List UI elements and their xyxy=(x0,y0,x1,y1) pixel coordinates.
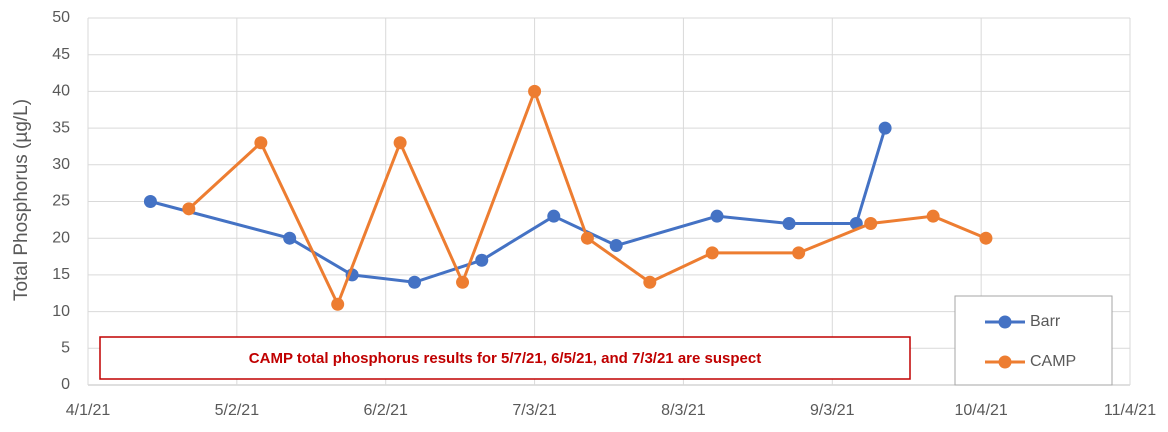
data-point xyxy=(475,253,489,267)
data-point xyxy=(331,297,345,311)
x-tick-label: 11/4/21 xyxy=(1104,402,1156,419)
legend-marker xyxy=(998,355,1012,369)
data-point xyxy=(979,231,993,245)
data-point xyxy=(710,209,724,223)
data-point xyxy=(878,121,892,135)
annotation: CAMP total phosphorus results for 5/7/21… xyxy=(249,350,761,367)
data-point xyxy=(408,275,422,289)
data-point xyxy=(864,217,878,231)
y-tick-label: 30 xyxy=(52,156,70,173)
x-tick-label: 8/3/21 xyxy=(661,402,706,419)
x-tick-label: 7/3/21 xyxy=(512,402,557,419)
x-tick-label: 5/2/21 xyxy=(215,402,260,419)
y-tick-label: 10 xyxy=(52,303,70,320)
legend-marker xyxy=(998,315,1012,329)
data-point xyxy=(456,275,470,289)
data-point xyxy=(283,231,297,245)
data-point xyxy=(792,246,806,260)
data-point xyxy=(528,84,542,98)
series-line xyxy=(150,127,887,284)
y-tick-label: 40 xyxy=(52,83,70,100)
data-point xyxy=(143,195,157,208)
data-point xyxy=(547,209,561,223)
data-point xyxy=(254,136,268,150)
legend-box xyxy=(954,295,1113,386)
data-point xyxy=(705,246,719,260)
annotation-box xyxy=(99,336,911,380)
y-tick-label: 25 xyxy=(52,193,70,210)
data-point xyxy=(393,136,407,150)
data-point xyxy=(182,202,196,216)
y-axis-label: Total Phosphorus (µg/L) xyxy=(11,99,32,301)
data-point xyxy=(643,275,657,289)
data-point xyxy=(609,239,623,253)
data-point xyxy=(782,217,796,231)
y-tick-label: 0 xyxy=(61,376,70,393)
y-tick-label: 5 xyxy=(61,340,70,357)
data-point xyxy=(926,209,940,223)
x-tick-label: 4/1/21 xyxy=(66,402,111,419)
y-tick-label: 50 xyxy=(52,9,70,26)
x-tick-label: 6/2/21 xyxy=(363,402,408,419)
data-point xyxy=(580,231,594,245)
y-tick-label: 20 xyxy=(52,229,70,246)
legend-label: CAMP xyxy=(1030,353,1076,370)
y-tick-label: 45 xyxy=(52,46,70,63)
legend-label: Barr xyxy=(1030,313,1061,330)
series-line xyxy=(187,87,987,309)
y-tick-label: 15 xyxy=(52,266,70,283)
x-tick-label: 9/3/21 xyxy=(810,402,855,419)
y-tick-label: 35 xyxy=(52,119,70,136)
x-tick-label: 10/4/21 xyxy=(954,402,1007,419)
